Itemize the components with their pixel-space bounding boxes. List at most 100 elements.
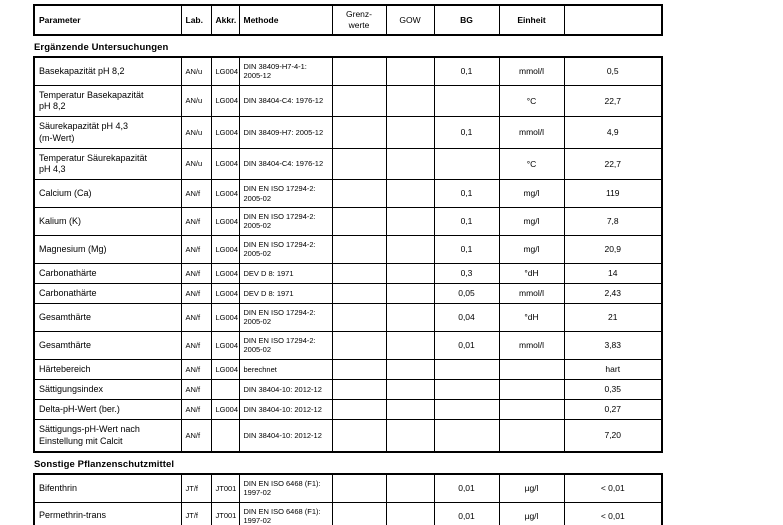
cell-wert: 22,7 xyxy=(563,147,663,181)
cell-gow xyxy=(385,116,435,149)
cell-einheit: µg/l xyxy=(498,501,565,525)
table-section: Sonstige Pflanzenschutzmittel Bifenthrin… xyxy=(33,459,663,525)
cell-wert: < 0,01 xyxy=(563,473,663,503)
cell-grenzwerte xyxy=(331,419,387,453)
cell-bg xyxy=(433,419,500,453)
cell-methode: DEV D 8: 1971 xyxy=(238,262,333,284)
column-header-gow: GOW xyxy=(385,4,435,36)
table-row: Temperatur Säurekapazität pH 4,3 AN/u LG… xyxy=(33,147,663,181)
cell-grenzwerte xyxy=(331,501,387,525)
cell-einheit: mg/l xyxy=(498,207,565,236)
cell-akkr: LG004 xyxy=(210,330,240,360)
table-row: Carbonathärte AN/f LG004 DEV D 8: 1971 0… xyxy=(33,262,663,284)
cell-akkr: LG004 xyxy=(210,399,240,421)
cell-bg: 0,01 xyxy=(433,330,500,360)
cell-methode: DIN 38404-10: 2012-12 xyxy=(238,378,333,401)
cell-einheit: mmol/l xyxy=(498,282,565,305)
cell-grenzwerte xyxy=(331,282,387,305)
cell-wert: < 0,01 xyxy=(563,501,663,525)
cell-akkr: LG004 xyxy=(210,234,240,264)
cell-lab: JT/f xyxy=(180,473,212,503)
cell-gow xyxy=(385,473,435,503)
cell-grenzwerte xyxy=(331,116,387,149)
cell-gow xyxy=(385,358,435,380)
cell-akkr: LG004 xyxy=(210,179,240,209)
cell-parameter: Carbonathärte xyxy=(33,282,182,305)
cell-methode: DEV D 8: 1971 xyxy=(238,282,333,305)
results-header-table: Parameter Lab. Akkr. Methode Grenz- wert… xyxy=(33,4,663,37)
table-row: Sättigungs-pH-Wert nach Einstellung mit … xyxy=(33,419,663,453)
cell-gow xyxy=(385,330,435,360)
cell-bg: 0,01 xyxy=(433,501,500,525)
cell-grenzwerte xyxy=(331,179,387,209)
cell-akkr xyxy=(210,378,240,401)
cell-parameter: Bifenthrin xyxy=(33,473,182,503)
column-header-wert xyxy=(563,4,663,36)
table-section: Ergänzende Untersuchungen Basekapazität … xyxy=(33,42,663,453)
table-row: Bifenthrin JT/f JT001 DIN EN ISO 6468 (F… xyxy=(33,473,663,503)
cell-einheit xyxy=(498,399,565,421)
cell-grenzwerte xyxy=(331,303,387,332)
cell-bg xyxy=(433,84,500,118)
cell-einheit: mmol/l xyxy=(498,330,565,360)
cell-bg: 0,01 xyxy=(433,473,500,503)
cell-methode: DIN 38409-H7-4-1: 2005-12 xyxy=(238,56,333,86)
cell-einheit: mmol/l xyxy=(498,56,565,86)
cell-parameter: Sättigungsindex xyxy=(33,378,182,401)
cell-lab: AN/f xyxy=(180,282,212,305)
table-row: Kalium (K) AN/f LG004 DIN EN ISO 17294-2… xyxy=(33,207,663,236)
cell-einheit xyxy=(498,419,565,453)
cell-akkr: LG004 xyxy=(210,147,240,181)
cell-methode: DIN EN ISO 17294-2: 2005-02 xyxy=(238,234,333,264)
cell-bg: 0,04 xyxy=(433,303,500,332)
cell-methode: DIN EN ISO 6468 (F1): 1997-02 xyxy=(238,501,333,525)
cell-einheit xyxy=(498,358,565,380)
section-table: Bifenthrin JT/f JT001 DIN EN ISO 6468 (F… xyxy=(33,472,663,525)
cell-gow xyxy=(385,56,435,86)
cell-einheit: °C xyxy=(498,84,565,118)
cell-lab: AN/u xyxy=(180,84,212,118)
cell-bg xyxy=(433,399,500,421)
cell-einheit: °dH xyxy=(498,262,565,284)
cell-parameter: Sättigungs-pH-Wert nach Einstellung mit … xyxy=(33,419,182,453)
cell-methode: DIN 38404-10: 2012-12 xyxy=(238,419,333,453)
table-row: Gesamthärte AN/f LG004 DIN EN ISO 17294-… xyxy=(33,330,663,360)
cell-methode: DIN EN ISO 6468 (F1): 1997-02 xyxy=(238,473,333,503)
cell-lab: AN/u xyxy=(180,56,212,86)
cell-wert: 21 xyxy=(563,303,663,332)
column-header-einheit: Einheit xyxy=(498,4,565,36)
cell-methode: DIN EN ISO 17294-2: 2005-02 xyxy=(238,179,333,209)
cell-bg xyxy=(433,378,500,401)
cell-gow xyxy=(385,234,435,264)
cell-wert: 14 xyxy=(563,262,663,284)
cell-methode: DIN 38404-C4: 1976-12 xyxy=(238,147,333,181)
table-row: Gesamthärte AN/f LG004 DIN EN ISO 17294-… xyxy=(33,303,663,332)
cell-gow xyxy=(385,303,435,332)
cell-grenzwerte xyxy=(331,207,387,236)
cell-methode: DIN 38404-C4: 1976-12 xyxy=(238,84,333,118)
table-row: Calcium (Ca) AN/f LG004 DIN EN ISO 17294… xyxy=(33,179,663,209)
cell-gow xyxy=(385,378,435,401)
table-row: Magnesium (Mg) AN/f LG004 DIN EN ISO 172… xyxy=(33,234,663,264)
cell-grenzwerte xyxy=(331,378,387,401)
cell-bg: 0,1 xyxy=(433,56,500,86)
table-row: Sättigungsindex AN/f DIN 38404-10: 2012-… xyxy=(33,378,663,401)
cell-parameter: Delta-pH-Wert (ber.) xyxy=(33,399,182,421)
cell-wert: 0,35 xyxy=(563,378,663,401)
cell-lab: AN/f xyxy=(180,262,212,284)
cell-gow xyxy=(385,282,435,305)
cell-gow xyxy=(385,179,435,209)
cell-gow xyxy=(385,84,435,118)
cell-parameter: Magnesium (Mg) xyxy=(33,234,182,264)
cell-bg: 0,05 xyxy=(433,282,500,305)
column-header-akkr: Akkr. xyxy=(210,4,240,36)
cell-parameter: Gesamthärte xyxy=(33,303,182,332)
cell-einheit: mg/l xyxy=(498,234,565,264)
table-row: Basekapazität pH 8,2 AN/u LG004 DIN 3840… xyxy=(33,56,663,86)
cell-wert: 2,43 xyxy=(563,282,663,305)
cell-lab: AN/u xyxy=(180,116,212,149)
cell-grenzwerte xyxy=(331,358,387,380)
cell-wert: 119 xyxy=(563,179,663,209)
cell-bg xyxy=(433,358,500,380)
